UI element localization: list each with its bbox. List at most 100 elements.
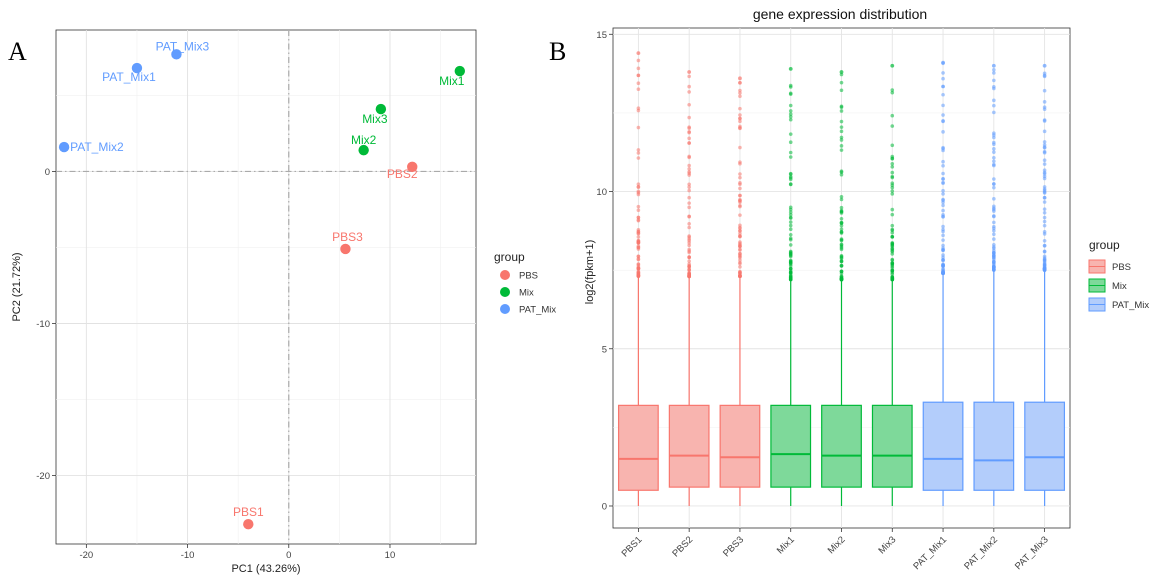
boxplot-outlier-point <box>1042 195 1047 200</box>
boxplot-outlier-point <box>890 90 895 95</box>
boxplot-outlier-point <box>941 84 945 89</box>
boxplot-outlier-point <box>839 148 844 152</box>
boxplot-legend-label: Mix <box>1112 281 1127 292</box>
boxplot-outlier-point <box>890 277 895 281</box>
boxplot-legend-label: PAT_Mix <box>1112 300 1149 311</box>
boxplot-box <box>719 404 761 488</box>
boxplot-outlier-point <box>636 81 641 85</box>
boxplot-outlier-point <box>788 132 793 136</box>
pca-point <box>375 103 387 115</box>
boxplot-outlier-point <box>992 131 996 135</box>
pca-point-label: PBS1 <box>233 505 264 519</box>
boxplot-x-tick-label: PAT_Mix1 <box>911 534 949 572</box>
boxplot-outlier-point <box>890 189 895 193</box>
boxplot-outlier-point <box>788 210 793 214</box>
boxplot-outlier-point <box>941 92 945 97</box>
boxplot-outlier-point <box>788 227 793 231</box>
boxplot-outlier-point <box>941 262 945 267</box>
boxplot-outlier-point <box>738 161 742 166</box>
boxplot-outlier-point <box>839 259 844 264</box>
boxplot-outlier-point <box>992 155 996 160</box>
boxplot-outlier-point <box>839 256 844 261</box>
boxplot-outlier-point <box>687 141 691 145</box>
pca-y-tick-label: -20 <box>36 471 50 482</box>
boxplot-outlier-point <box>839 135 844 140</box>
boxplot-outlier-point <box>687 90 691 94</box>
boxplot-outlier-point <box>941 246 945 251</box>
boxplot-outlier-point <box>738 274 742 279</box>
boxplot-x-tick-label: PBS3 <box>721 534 746 559</box>
pca-legend-swatch <box>500 270 510 280</box>
boxplot-outlier-point <box>1042 71 1047 76</box>
boxplot-outlier-point <box>738 145 742 150</box>
boxplot-outlier-point <box>890 207 895 212</box>
boxplot-outlier-point <box>788 243 793 247</box>
boxplot-outlier-point <box>636 208 641 213</box>
boxplot-outlier-point <box>839 247 844 252</box>
boxplot-outlier-point <box>788 236 793 241</box>
boxplot-outlier-point <box>839 277 844 282</box>
boxplot-outlier-point <box>941 180 945 185</box>
boxplot-outlier-point <box>1042 210 1047 215</box>
boxplot-outlier-point <box>941 269 945 274</box>
boxplot-outlier-point <box>839 274 844 278</box>
boxplot-outlier-point <box>738 244 742 248</box>
boxplot-outlier-point <box>738 199 742 203</box>
boxplot-outlier-point <box>992 185 996 190</box>
boxplot-outlier-point <box>1042 238 1047 243</box>
pca-point-label: Mix3 <box>362 112 388 126</box>
boxplot-outlier-point <box>738 240 742 244</box>
boxplot-outlier-point <box>687 167 691 171</box>
boxplot-outlier-point <box>1042 158 1047 163</box>
boxplot-outlier-point <box>839 70 844 74</box>
boxplot-outlier-point <box>687 214 691 219</box>
boxplot-outlier-point <box>687 136 691 141</box>
pca-point <box>243 519 254 530</box>
boxplot-outlier-point <box>890 192 895 196</box>
boxplot-x-tick-label: PAT_Mix2 <box>962 534 1000 572</box>
boxplot-outlier-point <box>1042 162 1047 166</box>
boxplot-outlier-point <box>788 103 793 108</box>
boxplot-outlier-point <box>890 257 895 262</box>
boxplot-outlier-point <box>1042 258 1047 262</box>
boxplot-outlier-point <box>839 170 844 174</box>
boxplot-outlier-point <box>941 215 945 219</box>
boxplot-outlier-point <box>788 171 793 176</box>
boxplot-outlier-point <box>1042 74 1047 79</box>
boxplot-outlier-point <box>992 150 996 154</box>
boxplot-outlier-point <box>738 252 742 256</box>
boxplot-outlier-point <box>738 229 742 233</box>
boxplot-outlier-point <box>738 88 742 93</box>
boxplot-outlier-point <box>788 177 793 182</box>
boxplot-outlier-point <box>738 254 742 259</box>
boxplot-outlier-point <box>992 98 996 103</box>
boxplot-box <box>668 404 710 488</box>
pca-y-tick-label: -10 <box>36 319 50 330</box>
boxplot-outlier-point <box>839 119 844 124</box>
boxplot-outlier-point <box>687 185 691 189</box>
boxplot-outlier-point <box>636 274 641 279</box>
boxplot-outlier-point <box>738 91 742 95</box>
boxplot-box <box>770 404 812 488</box>
boxplot-outlier-point <box>687 255 691 260</box>
boxplot-outlier-point <box>687 262 691 266</box>
pca-point-label: Mix2 <box>351 133 377 147</box>
boxplot-outlier-point <box>941 255 945 260</box>
pca-y-axis-title: PC2 (21.72%) <box>11 252 23 321</box>
boxplot-outlier-point <box>1042 219 1047 224</box>
boxplot-outlier-point <box>1042 223 1047 228</box>
boxplot-outlier-point <box>687 102 691 107</box>
boxplot-legend-title: group <box>1089 238 1120 252</box>
boxplot-outlier-point <box>992 147 996 151</box>
boxplot-outlier-point <box>890 183 895 187</box>
boxplot-outlier-point <box>992 142 996 147</box>
boxplot-outlier-point <box>788 266 793 271</box>
boxplot-outlier-point <box>738 113 742 117</box>
boxplot-outlier-point <box>738 175 742 180</box>
boxplot-outlier-point <box>941 159 945 164</box>
boxplot-outlier-point <box>941 238 945 242</box>
pca-legend-label: Mix <box>519 288 534 299</box>
boxplot-outlier-point <box>839 238 844 242</box>
boxplot-outlier-point <box>687 129 691 134</box>
boxplot-outlier-point <box>941 200 945 205</box>
